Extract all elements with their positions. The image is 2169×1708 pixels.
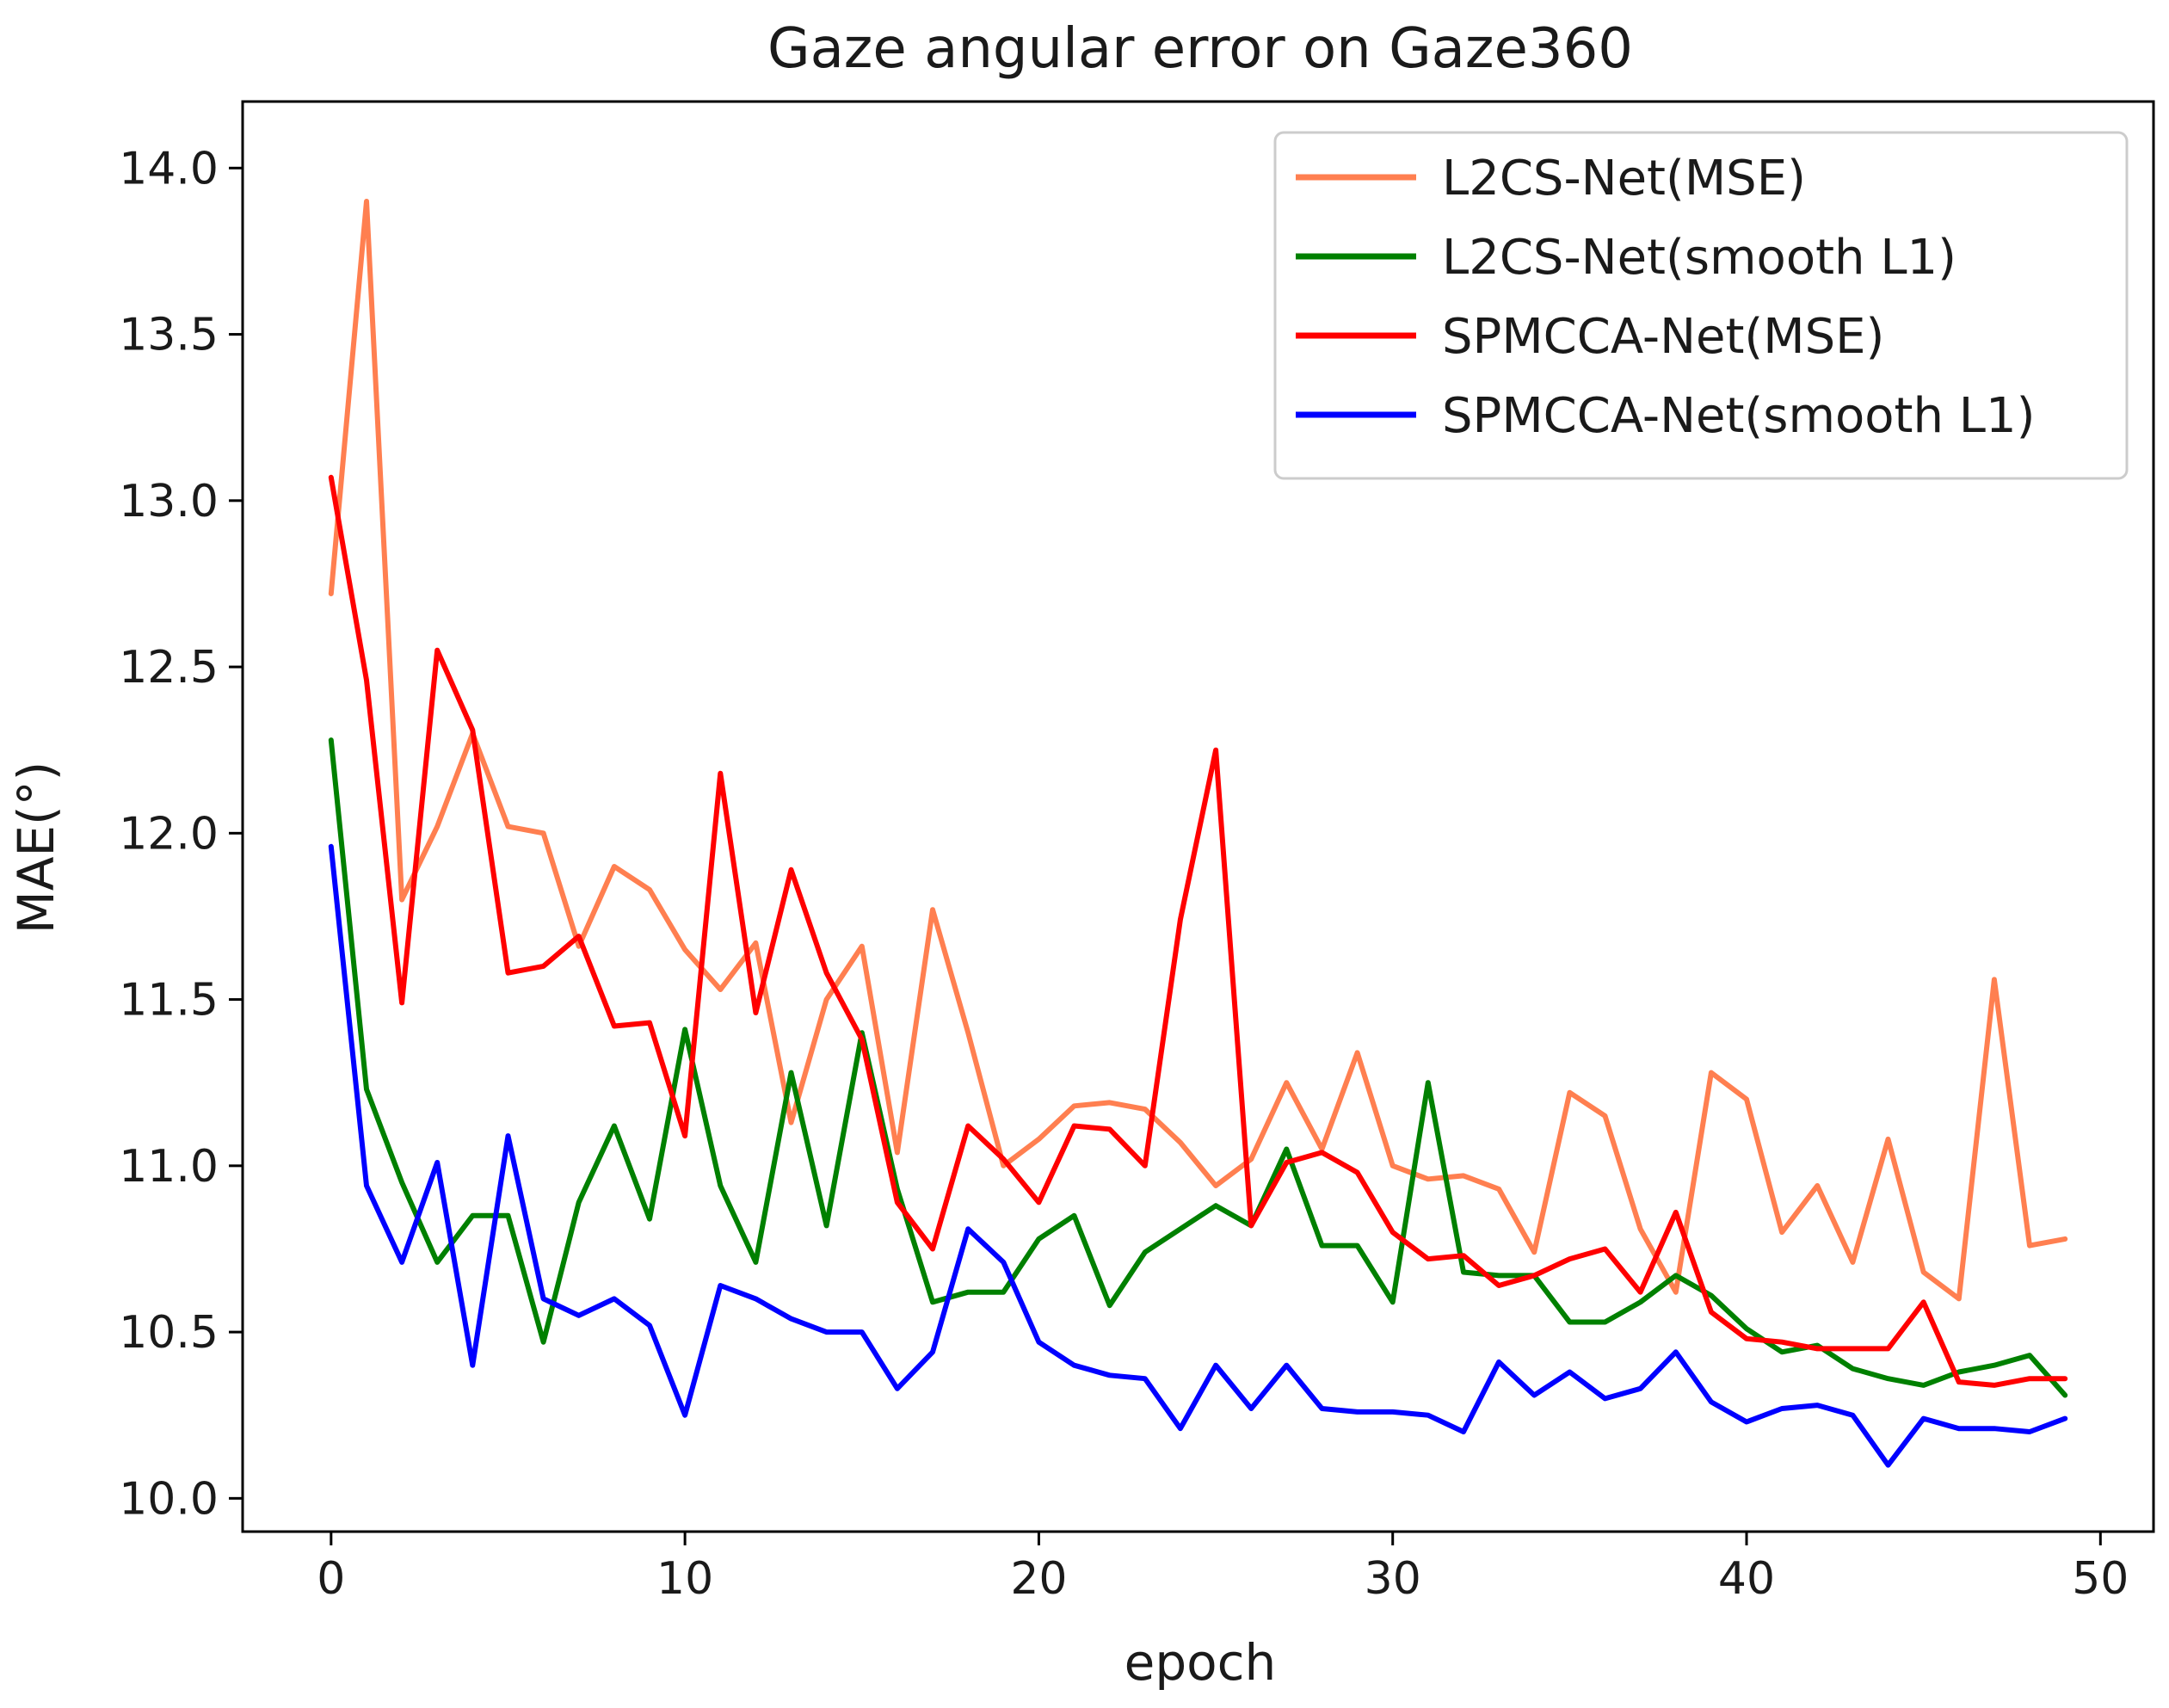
x-tick-label: 10 xyxy=(656,1553,713,1605)
legend-label: SPMCCA-Net(MSE) xyxy=(1442,309,1884,365)
chart-title: Gaze angular error on Gaze360 xyxy=(767,17,1633,81)
y-tick-label: 13.5 xyxy=(119,310,219,361)
x-tick-label: 40 xyxy=(1718,1553,1775,1605)
y-tick-label: 13.0 xyxy=(119,476,219,527)
plot-area: 0 10 20 30 40 50 10.0 10.5 11.0 11.5 12.0 12.5 13.0 1… xyxy=(119,100,2155,1605)
legend-label: L2CS-Net(MSE) xyxy=(1442,151,1806,207)
series-line-1 xyxy=(328,737,2068,1398)
y-axis-label: MAE(°) xyxy=(7,762,65,934)
x-tick-label: 50 xyxy=(2072,1553,2129,1605)
x-tick-label: 20 xyxy=(1010,1553,1067,1605)
y-tick-label: 10.0 xyxy=(119,1473,219,1525)
x-tick-label: 30 xyxy=(1365,1553,1421,1605)
y-tick-label: 10.5 xyxy=(119,1307,219,1359)
x-axis-label: epoch xyxy=(1125,1633,1277,1692)
legend-label: L2CS-Net(smooth L1) xyxy=(1442,230,1956,286)
y-tick-label: 11.0 xyxy=(119,1141,219,1193)
series-line-2 xyxy=(328,474,2068,1388)
y-tick-label: 12.5 xyxy=(119,642,219,694)
series-line-3 xyxy=(328,843,2068,1468)
y-tick-label: 12.0 xyxy=(119,808,219,860)
y-tick-label: 11.5 xyxy=(119,975,219,1027)
legend-box xyxy=(1273,131,2129,480)
legend-label: SPMCCA-Net(smooth L1) xyxy=(1442,388,2035,444)
y-tick-label: 14.0 xyxy=(119,143,219,194)
series-line-0 xyxy=(328,199,2068,1302)
x-tick-label: 0 xyxy=(317,1553,345,1605)
plot-frame xyxy=(241,100,2155,1533)
